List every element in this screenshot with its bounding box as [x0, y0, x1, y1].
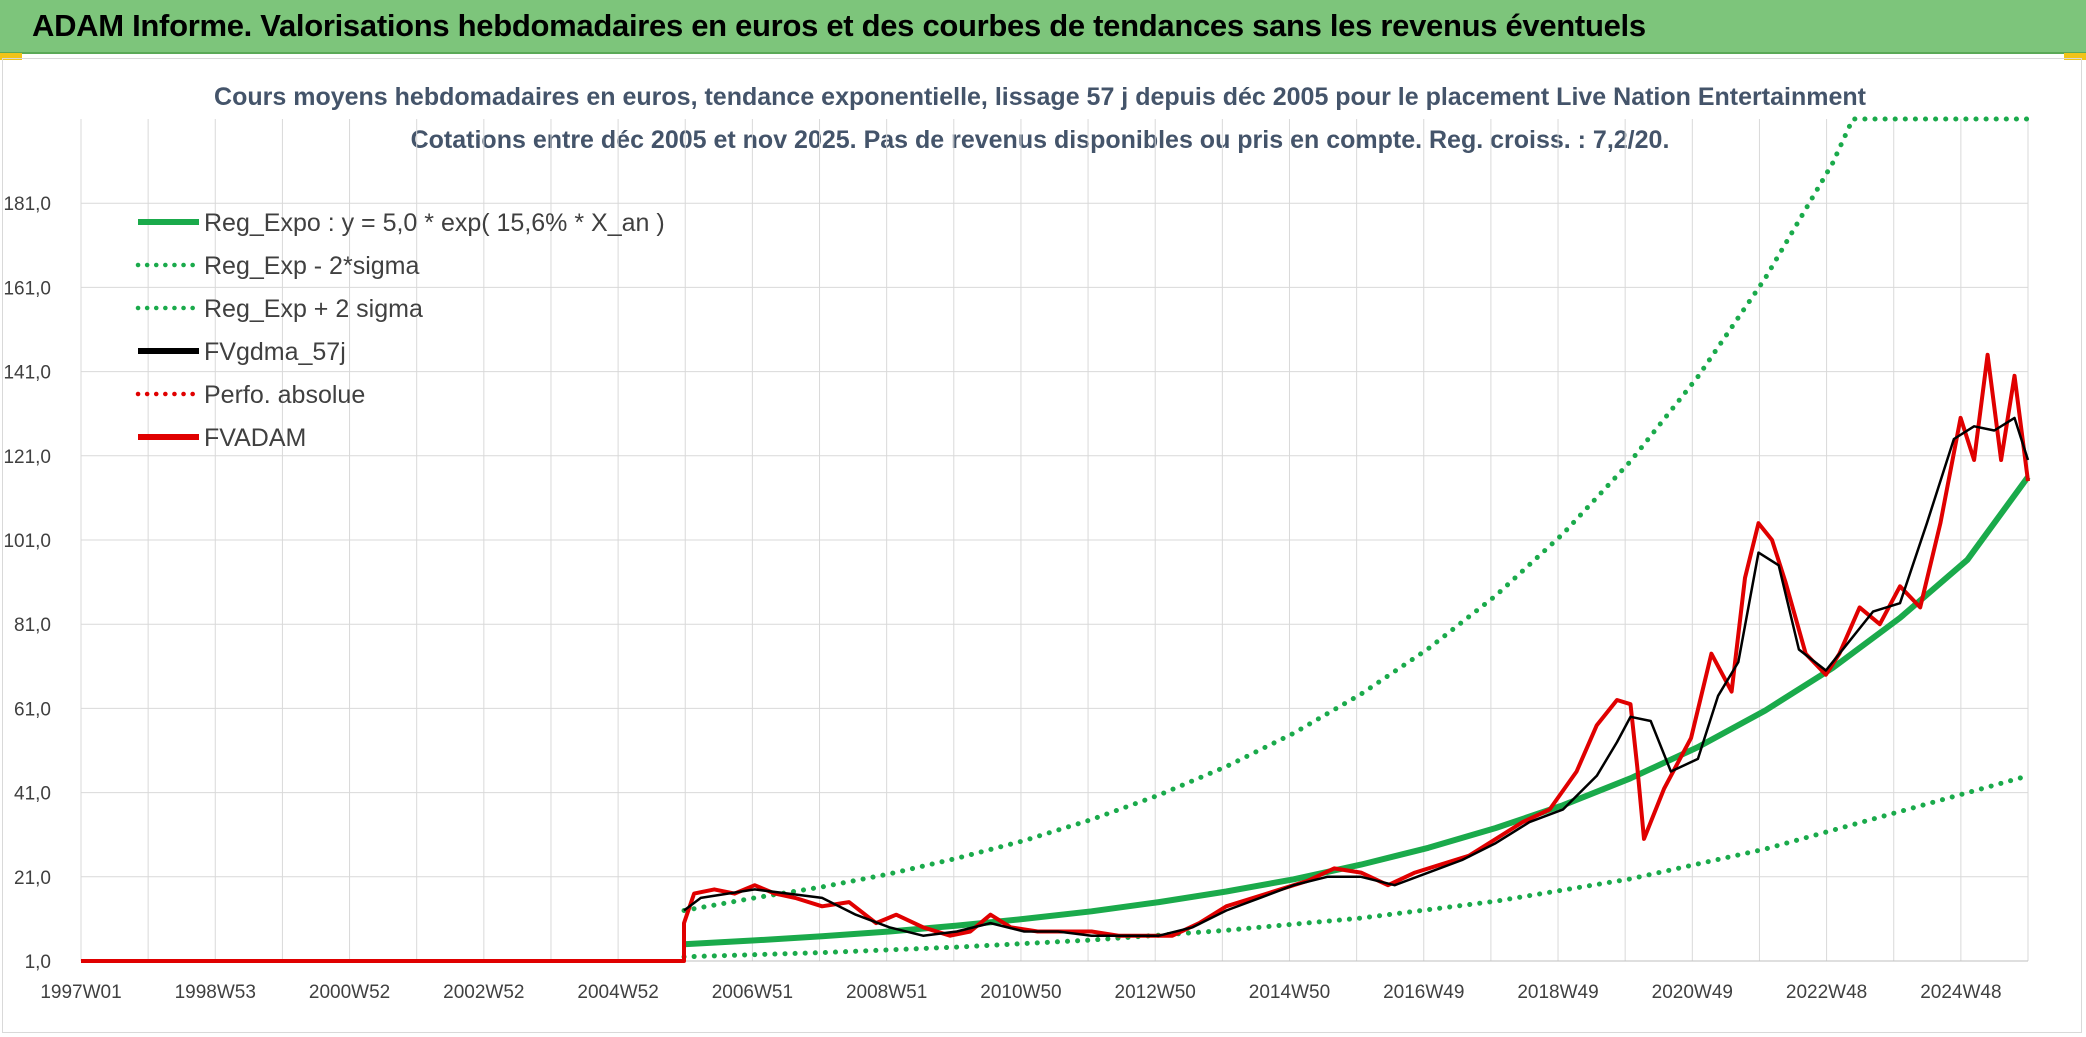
x-tick-label: 2018W49 — [1517, 982, 1598, 1003]
x-tick-label: 2006W51 — [712, 982, 793, 1003]
series-lines — [81, 116, 2031, 963]
legend: Reg_Expo : y = 5,0 * exp( 15,6% * X_an )… — [135, 209, 665, 452]
corner-accent-left — [0, 53, 22, 60]
y-tick-label: 21,0 — [14, 868, 51, 889]
y-tick-label: 161,0 — [3, 278, 51, 299]
chart-frame: Cours moyens hebdomadaires en euros, ten… — [2, 58, 2082, 1033]
gridlines — [80, 119, 2029, 962]
x-tick-label: 2014W50 — [1249, 982, 1330, 1003]
y-tick-label: 121,0 — [3, 447, 51, 468]
legend-label-0: Reg_Expo : y = 5,0 * exp( 15,6% * X_an ) — [204, 209, 665, 237]
legend-label-1: Reg_Exp - 2*sigma — [204, 252, 419, 280]
chart: Cours moyens hebdomadaires en euros, ten… — [3, 83, 2031, 1003]
x-tick-label: 2002W52 — [443, 982, 524, 1003]
series-line-3 — [683, 416, 2030, 937]
legend-label-5: FVADAM — [204, 424, 306, 452]
y-tick-label: 41,0 — [14, 784, 51, 805]
series-line-1 — [681, 773, 2031, 960]
report-title: ADAM Informe. Valorisations hebdomadaire… — [32, 8, 1646, 43]
legend-label-3: FVgdma_57j — [204, 338, 346, 366]
chart-title: Cours moyens hebdomadaires en euros, ten… — [214, 83, 1867, 111]
x-axis-ticks: 1997W01 1998W53 2000W52 2002W52 2004W52 2006W… — [40, 982, 2001, 1003]
series-line-0 — [683, 475, 2031, 948]
y-tick-label: 81,0 — [14, 615, 51, 636]
x-tick-label: 2004W52 — [577, 982, 658, 1003]
report-banner: ADAM Informe. Valorisations hebdomadaire… — [0, 0, 2086, 54]
x-tick-label: 2008W51 — [846, 982, 927, 1003]
x-tick-label: 2012W50 — [1115, 982, 1196, 1003]
x-tick-label: 2020W49 — [1652, 982, 1733, 1003]
x-tick-label: 2024W48 — [1920, 982, 2001, 1003]
y-tick-label: 1,0 — [25, 952, 51, 973]
y-tick-label: 181,0 — [3, 194, 51, 215]
x-tick-label: 2016W49 — [1383, 982, 1464, 1003]
legend-label-2: Reg_Exp + 2 sigma — [204, 295, 423, 323]
legend-label-4: Perfo. absolue — [204, 381, 365, 409]
x-tick-label: 2010W50 — [980, 982, 1061, 1003]
y-tick-label: 101,0 — [3, 531, 51, 552]
y-tick-label: 61,0 — [14, 699, 51, 720]
x-tick-label: 1997W01 — [40, 982, 121, 1003]
y-tick-label: 141,0 — [3, 363, 51, 384]
x-tick-label: 2022W48 — [1786, 982, 1867, 1003]
series-line-5 — [81, 352, 2030, 963]
x-tick-label: 2000W52 — [309, 982, 390, 1003]
series-line-2 — [681, 116, 2031, 913]
corner-accent-right — [2064, 53, 2086, 60]
y-axis-ticks: 1,0 21,0 41,0 61,0 81,0 101,0 121,0 141,0 161,0 1… — [3, 194, 51, 973]
chart-subtitle: Cotations entre déc 2005 et nov 2025. Pa… — [411, 126, 1670, 154]
x-tick-label: 1998W53 — [175, 982, 256, 1003]
